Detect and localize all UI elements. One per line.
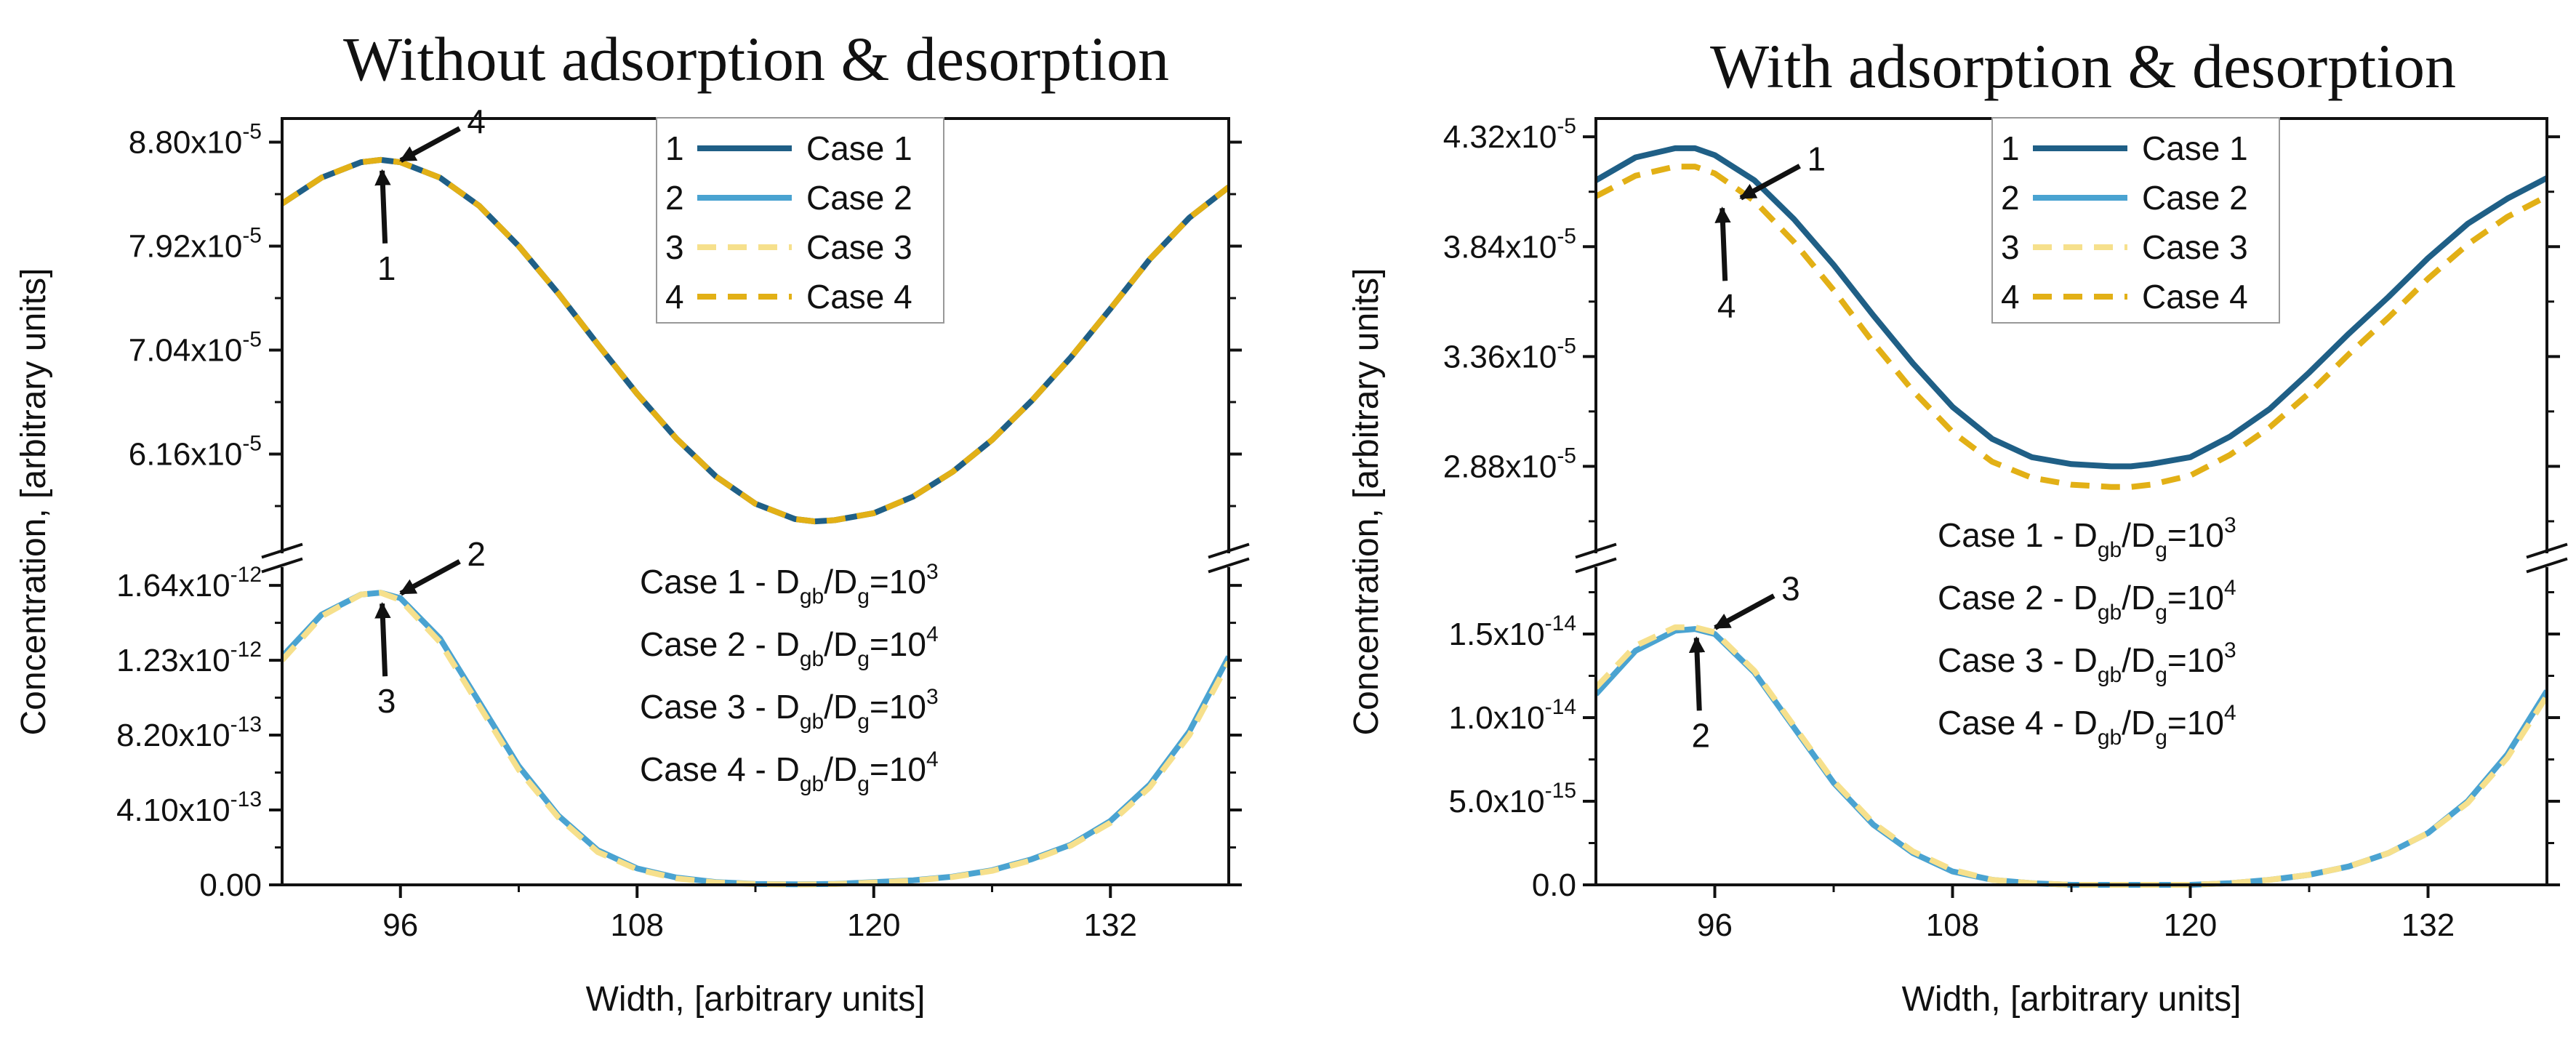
annotation-label: 1 xyxy=(377,249,396,287)
legend: 1 Case 1 2 Case 2 3 Case 3 4 Case 4 xyxy=(656,117,944,324)
y-tick-label: 1.23x10-12 xyxy=(116,638,262,678)
axis-break-mark xyxy=(2526,557,2568,574)
legend-label: Case 1 xyxy=(806,129,912,167)
case-ratio-note: Case 2 - Dgb/Dg=104 xyxy=(1938,576,2236,625)
legend-label: Case 3 xyxy=(2142,228,2248,266)
legend-label: Case 4 xyxy=(806,278,912,316)
y-tick-label: 7.04x10-5 xyxy=(129,328,262,369)
axis-break-mark xyxy=(1575,557,1617,574)
series-line-case-4 xyxy=(1596,164,2547,490)
legend-number: 2 xyxy=(665,179,684,217)
legend-number: 1 xyxy=(2001,129,2020,167)
annotation-arrow xyxy=(374,169,391,244)
y-tick-label: 0.0 xyxy=(1532,867,1576,903)
y-tick-label: 1.64x10-12 xyxy=(116,563,262,603)
annotation-arrow xyxy=(1688,636,1706,711)
x-axis-label: Width, [arbitrary units] xyxy=(586,980,926,1019)
y-axis-label: Concentration, [arbitrary units] xyxy=(15,268,53,736)
y-axis-label: Concentration, [arbitrary units] xyxy=(1347,268,1386,736)
legend-number: 4 xyxy=(665,278,684,316)
series-line-case-1 xyxy=(1596,145,2547,470)
axis-break-mark xyxy=(1208,557,1250,574)
annotation-label: 3 xyxy=(377,682,396,720)
legend-label: Case 2 xyxy=(806,179,912,217)
y-tick-label: 6.16x10-5 xyxy=(129,432,262,473)
legend-label: Case 3 xyxy=(806,228,912,266)
y-tick-label: 4.10x10-13 xyxy=(116,787,262,828)
annotation-label: 4 xyxy=(1717,286,1736,324)
annotation-arrow xyxy=(1713,593,1775,630)
legend-label: Case 2 xyxy=(2142,179,2248,217)
x-tick-label: 132 xyxy=(2402,907,2455,943)
x-tick-label: 108 xyxy=(1926,907,1979,943)
x-tick-label: 96 xyxy=(382,907,418,943)
legend-number: 2 xyxy=(2001,179,2020,217)
chart-title: With adsorption & desorption xyxy=(1710,31,2456,101)
legend-number: 3 xyxy=(2001,228,2020,266)
y-tick-label: 1.5x10-14 xyxy=(1449,611,1576,652)
y-tick-label: 0.00 xyxy=(199,867,262,903)
case-ratio-note: Case 1 - Dgb/Dg=103 xyxy=(1938,513,2236,562)
case-ratio-note: Case 2 - Dgb/Dg=104 xyxy=(640,622,939,671)
y-tick-label: 3.84x10-5 xyxy=(1443,224,1576,265)
y-tick-label: 7.92x10-5 xyxy=(129,224,262,265)
case-ratio-note: Case 3 - Dgb/Dg=103 xyxy=(1938,638,2236,687)
annotation-arrow xyxy=(1714,206,1731,281)
y-tick-label: 3.36x10-5 xyxy=(1443,334,1576,374)
x-tick-label: 120 xyxy=(847,907,900,943)
axis-break-mark xyxy=(261,557,303,574)
case-ratio-note: Case 4 - Dgb/Dg=104 xyxy=(640,747,939,796)
axis-break-mark xyxy=(1208,542,1250,559)
annotation-label: 4 xyxy=(467,103,486,140)
axis-break-mark xyxy=(2526,542,2568,559)
case-ratio-note: Case 4 - Dgb/Dg=104 xyxy=(1938,701,2236,750)
x-axis-label: Width, [arbitrary units] xyxy=(1902,980,2242,1019)
legend-box xyxy=(1991,117,2280,324)
legend-label: Case 1 xyxy=(2142,129,2248,167)
legend-box xyxy=(656,117,944,324)
case-ratio-note: Case 1 - Dgb/Dg=103 xyxy=(640,560,939,609)
chart-title: Without adsorption & desorption xyxy=(343,24,1169,94)
legend-number: 4 xyxy=(2001,278,2020,316)
annotation-arrow xyxy=(399,559,461,596)
annotation-arrow xyxy=(399,126,461,163)
y-tick-label: 2.88x10-5 xyxy=(1443,444,1576,484)
x-tick-label: 108 xyxy=(611,907,664,943)
y-tick-label: 8.80x10-5 xyxy=(129,120,262,161)
axis-break-mark xyxy=(1575,542,1617,559)
annotation-arrow xyxy=(374,601,391,677)
annotation-label: 2 xyxy=(467,535,486,573)
series-line-case-3 xyxy=(282,590,1229,888)
y-tick-label: 5.0x10-15 xyxy=(1449,779,1576,819)
legend-number: 3 xyxy=(665,228,684,266)
annotation-label: 1 xyxy=(1807,140,1826,177)
x-tick-label: 96 xyxy=(1697,907,1733,943)
annotation-arrow xyxy=(1739,164,1801,201)
y-tick-label: 4.32x10-5 xyxy=(1443,114,1576,155)
legend-number: 1 xyxy=(665,129,684,167)
legend-label: Case 4 xyxy=(2142,278,2248,316)
annotation-label: 2 xyxy=(1691,716,1710,754)
axis-break-mark xyxy=(261,542,303,559)
chart-panel-2: With adsorption & desorption 4.32x10-5 3.8… xyxy=(1347,31,2569,1019)
case-ratio-note: Case 3 - Dgb/Dg=103 xyxy=(640,685,939,734)
chart-panel-1: Without adsorption & desorption 8.80x10-5… xyxy=(15,24,1251,1019)
x-tick-label: 120 xyxy=(2164,907,2217,943)
y-tick-label: 8.20x10-13 xyxy=(116,713,262,753)
x-tick-label: 132 xyxy=(1084,907,1137,943)
series-line-case-4 xyxy=(282,156,1229,525)
y-tick-label: 1.0x10-14 xyxy=(1449,695,1576,736)
annotation-label: 3 xyxy=(1781,569,1800,607)
legend: 1 Case 1 2 Case 2 3 Case 3 4 Case 4 xyxy=(1991,117,2280,324)
